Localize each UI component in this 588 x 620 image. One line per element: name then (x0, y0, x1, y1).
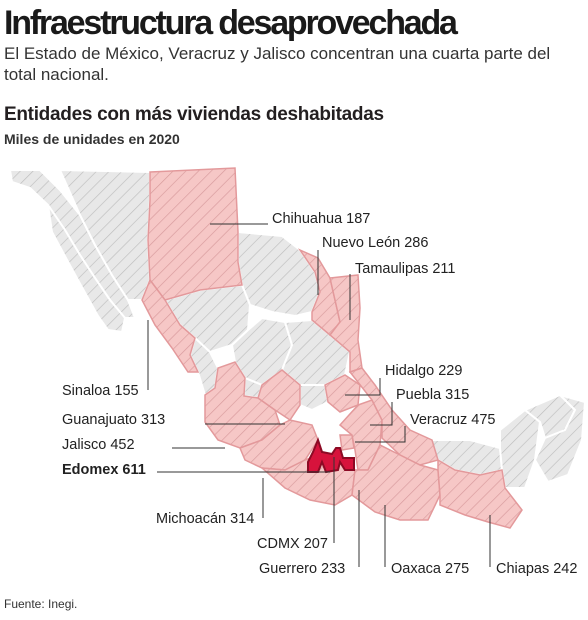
chart-subtitle: El Estado de México, Veracruz y Jalisco … (4, 44, 551, 84)
leader-puebla (370, 402, 393, 426)
section-subtitle: Miles de unidades en 2020 (4, 131, 180, 147)
label-sinaloa: Sinaloa 155 (62, 383, 139, 399)
state-chiapas (437, 458, 523, 529)
label-jalisco: Jalisco 452 (62, 437, 135, 453)
label-chiapas: Chiapas 242 (496, 561, 578, 577)
label-nuevo-leon: Nuevo León 286 (322, 235, 429, 251)
state-quintana-roo (533, 393, 587, 484)
leader-lines (147, 223, 491, 567)
label-edomex: Edomex 611 (62, 462, 146, 478)
state-chihuahua (147, 167, 243, 301)
label-puebla: Puebla 315 (396, 387, 470, 403)
label-guerrero: Guerrero 233 (259, 561, 346, 577)
label-hidalgo: Hidalgo 229 (385, 363, 463, 379)
state-queretaro (299, 384, 330, 412)
label-veracruz: Veracruz 475 (410, 412, 496, 428)
highlighted-states (141, 167, 523, 529)
label-chihuahua: Chihuahua 187 (272, 211, 371, 227)
section-title: Entidades con más viviendas deshabitadas (4, 104, 384, 125)
leader-veracruz (355, 426, 406, 443)
state-guanajuato (257, 369, 301, 422)
state-baja-california-sur (47, 204, 127, 334)
state-campeche (499, 408, 542, 489)
source-note: Fuente: Inegi. (4, 597, 78, 611)
leader-hidalgo (345, 378, 381, 396)
chart-title: Infraestructura desaprovechada (4, 4, 458, 42)
label-tamaulipas: Tamaulipas 211 (355, 261, 456, 277)
label-oaxaca: Oaxaca 275 (391, 561, 470, 577)
state-edomex (307, 437, 355, 474)
state-sinaloa (141, 278, 200, 373)
label-michoacan: Michoacán 314 (156, 511, 255, 527)
label-guanajuato: Guanajuato 313 (62, 412, 166, 428)
label-cdmx: CDMX 207 (257, 536, 328, 552)
